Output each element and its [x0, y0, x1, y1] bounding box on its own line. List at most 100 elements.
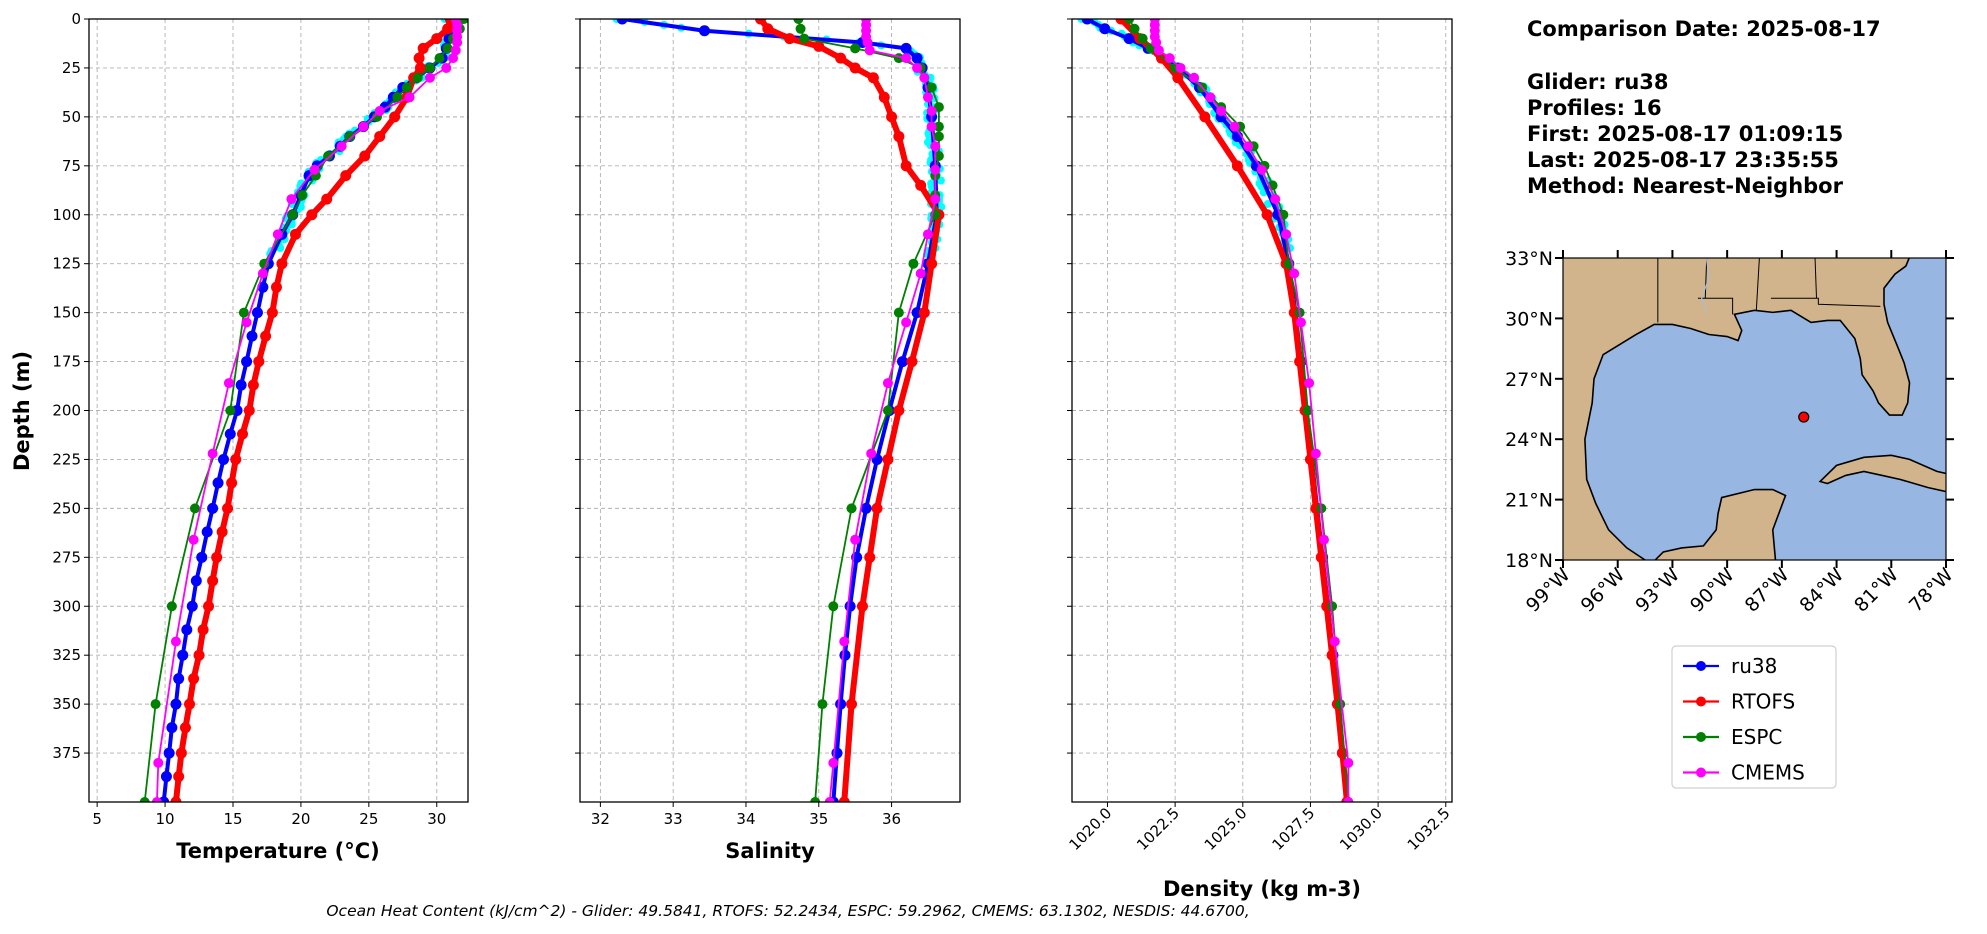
- data-point: [222, 502, 234, 514]
- data-point: [1261, 209, 1273, 221]
- data-point: [193, 649, 205, 661]
- data-point: [906, 356, 918, 368]
- data-point: [417, 42, 429, 54]
- data-point: [309, 164, 320, 175]
- data-point: [266, 307, 278, 319]
- data-point: [177, 649, 189, 661]
- data-point: [1099, 23, 1111, 35]
- data-point: [1153, 45, 1164, 56]
- data-point: [452, 37, 463, 48]
- lon-tick-label: 84°W: [1795, 564, 1848, 617]
- data-point: [1172, 72, 1184, 84]
- data-point: [344, 131, 355, 142]
- data-point: [243, 405, 255, 416]
- data-point: [793, 19, 804, 24]
- first-time: First: 2025-08-17 01:09:15: [1527, 122, 1843, 146]
- data-point: [241, 356, 253, 368]
- data-point: [225, 405, 236, 416]
- salinity-axis-label: Salinity: [725, 839, 815, 863]
- data-point: [922, 92, 933, 103]
- data-point: [828, 757, 839, 768]
- data-point: [207, 575, 219, 587]
- data-point: [197, 624, 209, 636]
- data-point: [442, 23, 454, 35]
- plot-area: [139, 19, 468, 802]
- cuba: [1818, 454, 1946, 493]
- last-time: Last: 2025-08-17 23:35:55: [1527, 148, 1839, 172]
- data-point: [915, 268, 926, 279]
- data-point: [170, 636, 181, 647]
- data-point: [850, 534, 861, 545]
- data-point: [181, 624, 193, 636]
- data-point: [431, 33, 443, 45]
- info-block: Comparison Date: 2025-08-17 Glider: ru38…: [1527, 17, 1881, 198]
- data-point: [901, 53, 912, 64]
- lat-tick-label: 33°N: [1505, 248, 1553, 270]
- ocean: [1584, 258, 1946, 560]
- comparison-date: Comparison Date: 2025-08-17: [1527, 17, 1881, 41]
- x-tick-label: 30: [427, 810, 446, 828]
- data-point: [413, 52, 425, 64]
- data-point: [401, 82, 412, 93]
- legend-label: RTOFS: [1731, 690, 1795, 714]
- x-tick-label: 10: [156, 810, 175, 828]
- data-point: [795, 23, 806, 34]
- data-point: [235, 379, 247, 391]
- data-point: [1343, 797, 1354, 802]
- data-point: [207, 448, 218, 459]
- x-tick-label: 1025.0: [1201, 804, 1251, 854]
- density-panel: 1020.0 1022.5 1025.0 1027.5 1030.0 1032.5: [1065, 18, 1454, 854]
- data-point: [201, 526, 213, 538]
- state-border: [1770, 297, 1881, 307]
- data-point: [1164, 53, 1175, 64]
- data-point: [359, 150, 371, 162]
- data-point: [817, 699, 828, 710]
- data-point: [784, 33, 796, 45]
- data-point: [882, 405, 893, 416]
- data-point: [297, 190, 308, 201]
- data-point: [251, 307, 263, 319]
- data-point: [404, 92, 415, 103]
- data-point: [755, 19, 767, 25]
- data-point: [900, 42, 912, 54]
- x-tick-label: 1022.5: [1133, 804, 1183, 854]
- lat-tick-label: 24°N: [1505, 429, 1553, 451]
- data-point: [849, 62, 861, 74]
- data-point: [867, 72, 879, 84]
- lon-tick-label: 93°W: [1631, 564, 1684, 617]
- y-tick-label: 325: [52, 646, 81, 664]
- lon-tick-label: 90°W: [1686, 564, 1739, 617]
- legend-label: ESPC: [1731, 725, 1782, 749]
- data-point: [184, 698, 196, 710]
- data-point: [196, 551, 208, 563]
- data-point: [915, 179, 927, 191]
- density-axis-label: Density (kg m-3): [1163, 877, 1361, 901]
- data-point: [389, 111, 401, 123]
- legend-item-rtofs: RTOFS: [1683, 690, 1795, 714]
- data-point: [926, 106, 937, 117]
- data-point: [442, 43, 453, 54]
- y-tick-label: 175: [52, 353, 81, 371]
- data-point: [864, 45, 875, 56]
- data-point: [441, 62, 452, 73]
- y-tick-label: 75: [62, 157, 81, 175]
- series-cmems: [824, 19, 941, 802]
- data-point: [922, 229, 933, 240]
- data-point: [901, 317, 912, 328]
- data-point: [1256, 164, 1267, 175]
- data-point: [1124, 19, 1135, 24]
- data-point: [799, 33, 810, 44]
- temperature-axis-label: Temperature (°C): [176, 839, 379, 863]
- lon-tick-label: 96°W: [1577, 564, 1630, 617]
- data-point: [862, 37, 873, 48]
- data-point: [412, 72, 423, 83]
- data-point: [340, 170, 352, 182]
- data-point: [926, 121, 937, 132]
- data-point: [930, 194, 941, 205]
- data-point: [1327, 601, 1338, 612]
- data-point: [866, 448, 877, 459]
- data-point: [1189, 72, 1200, 83]
- legend-marker: [1696, 696, 1706, 707]
- x-tick-label: 32: [591, 810, 610, 828]
- salinity-panel: 32 33 34 35 36: [575, 18, 961, 828]
